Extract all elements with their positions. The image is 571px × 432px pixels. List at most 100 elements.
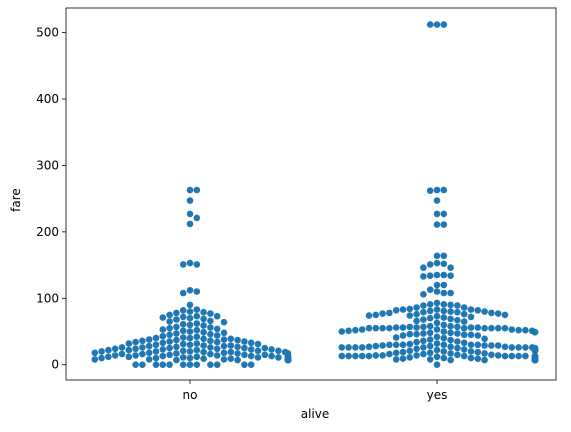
data-point-no-132 bbox=[98, 354, 105, 362]
data-point-yes-20 bbox=[426, 272, 434, 280]
data-point-no-110 bbox=[139, 350, 146, 358]
data-point-no-130 bbox=[186, 354, 194, 362]
data-point-no-12 bbox=[186, 301, 194, 309]
data-point-yes-109 bbox=[460, 331, 468, 339]
data-point-no-109 bbox=[207, 350, 214, 358]
data-point-yes-162 bbox=[440, 348, 448, 355]
data-point-yes-11 bbox=[433, 252, 441, 260]
data-point-yes-13 bbox=[433, 259, 441, 267]
data-point-yes-104 bbox=[447, 329, 454, 337]
data-point-yes-139 bbox=[365, 343, 373, 351]
data-point-no-70 bbox=[254, 340, 262, 348]
data-point-no-207 bbox=[152, 361, 160, 369]
data-point-no-53 bbox=[200, 335, 207, 343]
data-point-no-22 bbox=[179, 313, 187, 321]
x-axis-label: alive bbox=[301, 407, 330, 421]
data-point-no-38 bbox=[159, 326, 167, 333]
data-point-yes-12 bbox=[440, 252, 448, 260]
data-point-no-39 bbox=[193, 326, 201, 334]
data-point-no-33 bbox=[200, 322, 207, 329]
data-point-no-85 bbox=[213, 345, 221, 353]
data-point-yes-137 bbox=[447, 343, 454, 351]
data-point-yes-5 bbox=[426, 187, 434, 194]
data-point-yes-181 bbox=[508, 352, 516, 360]
data-point-no-5 bbox=[186, 220, 194, 228]
data-point-yes-138 bbox=[501, 343, 509, 351]
data-point-no-36 bbox=[166, 324, 173, 332]
data-point-yes-129 bbox=[392, 341, 400, 349]
data-point-yes-102 bbox=[531, 328, 539, 336]
data-point-no-48 bbox=[159, 332, 167, 340]
data-point-yes-53 bbox=[494, 310, 502, 317]
data-point-yes-110 bbox=[467, 331, 475, 339]
data-point-yes-126 bbox=[467, 341, 475, 349]
data-point-yes-96 bbox=[345, 327, 352, 335]
data-point-yes-111 bbox=[399, 332, 407, 339]
data-point-no-55 bbox=[220, 336, 228, 343]
data-point-yes-55 bbox=[460, 310, 468, 318]
data-point-yes-173 bbox=[488, 351, 495, 359]
data-point-no-103 bbox=[220, 349, 228, 357]
data-point-no-208 bbox=[139, 361, 146, 369]
data-point-yes-66 bbox=[454, 316, 461, 324]
x-tick-label-no: no bbox=[183, 388, 198, 402]
data-point-no-160 bbox=[173, 356, 180, 364]
data-point-yes-3 bbox=[433, 186, 441, 194]
data-point-yes-69 bbox=[433, 319, 441, 327]
data-point-yes-70 bbox=[440, 321, 448, 329]
data-point-no-3 bbox=[186, 210, 194, 218]
data-point-no-116 bbox=[132, 352, 139, 359]
data-point-yes-45 bbox=[426, 307, 434, 315]
data-point-no-16 bbox=[200, 308, 207, 316]
data-point-no-87 bbox=[111, 345, 119, 353]
points-layer bbox=[91, 21, 539, 369]
data-point-yes-38 bbox=[406, 305, 414, 313]
data-point-no-120 bbox=[268, 352, 275, 360]
data-point-yes-92 bbox=[358, 326, 366, 333]
data-point-yes-77 bbox=[467, 324, 475, 331]
data-point-yes-247 bbox=[481, 356, 488, 364]
data-point-yes-141 bbox=[508, 344, 516, 351]
data-point-no-91 bbox=[193, 346, 201, 354]
data-point-yes-246 bbox=[447, 356, 454, 364]
data-point-yes-112 bbox=[474, 332, 482, 339]
data-point-yes-51 bbox=[488, 309, 495, 317]
data-point-yes-74 bbox=[454, 323, 461, 331]
data-point-yes-123 bbox=[433, 340, 441, 347]
data-point-yes-57 bbox=[501, 311, 509, 319]
data-point-no-210 bbox=[132, 361, 139, 369]
data-point-yes-163 bbox=[467, 348, 475, 355]
plot-frame bbox=[65, 7, 557, 381]
data-point-yes-214 bbox=[426, 356, 434, 363]
data-point-yes-64 bbox=[447, 315, 454, 323]
data-point-yes-10 bbox=[440, 221, 448, 228]
data-point-yes-9 bbox=[433, 221, 441, 228]
data-point-yes-31 bbox=[440, 301, 448, 308]
data-point-no-203 bbox=[207, 361, 214, 369]
data-point-yes-71 bbox=[426, 322, 434, 330]
data-point-yes-171 bbox=[386, 350, 393, 358]
data-point-yes-114 bbox=[392, 334, 400, 341]
data-point-no-61 bbox=[166, 338, 173, 345]
data-point-yes-122 bbox=[460, 339, 468, 347]
data-point-no-17 bbox=[173, 309, 180, 317]
data-point-yes-4 bbox=[440, 186, 448, 194]
data-point-yes-166 bbox=[426, 349, 434, 357]
data-point-no-161 bbox=[234, 356, 241, 364]
data-point-yes-194 bbox=[406, 354, 414, 361]
data-point-yes-50 bbox=[386, 309, 393, 317]
data-point-yes-19 bbox=[440, 271, 448, 279]
data-point-yes-204 bbox=[399, 355, 407, 363]
data-point-no-66 bbox=[247, 339, 255, 347]
data-point-no-100 bbox=[200, 348, 207, 356]
data-point-yes-205 bbox=[474, 355, 482, 363]
data-point-yes-90 bbox=[433, 326, 441, 333]
data-point-no-11 bbox=[179, 289, 187, 297]
data-point-yes-183 bbox=[515, 352, 522, 360]
data-point-no-209 bbox=[241, 361, 248, 369]
data-point-yes-22 bbox=[420, 273, 427, 280]
data-point-yes-8 bbox=[440, 210, 448, 218]
y-tick-label-100: 100 bbox=[36, 291, 59, 305]
data-point-no-115 bbox=[213, 352, 221, 359]
data-point-no-67 bbox=[193, 340, 201, 347]
